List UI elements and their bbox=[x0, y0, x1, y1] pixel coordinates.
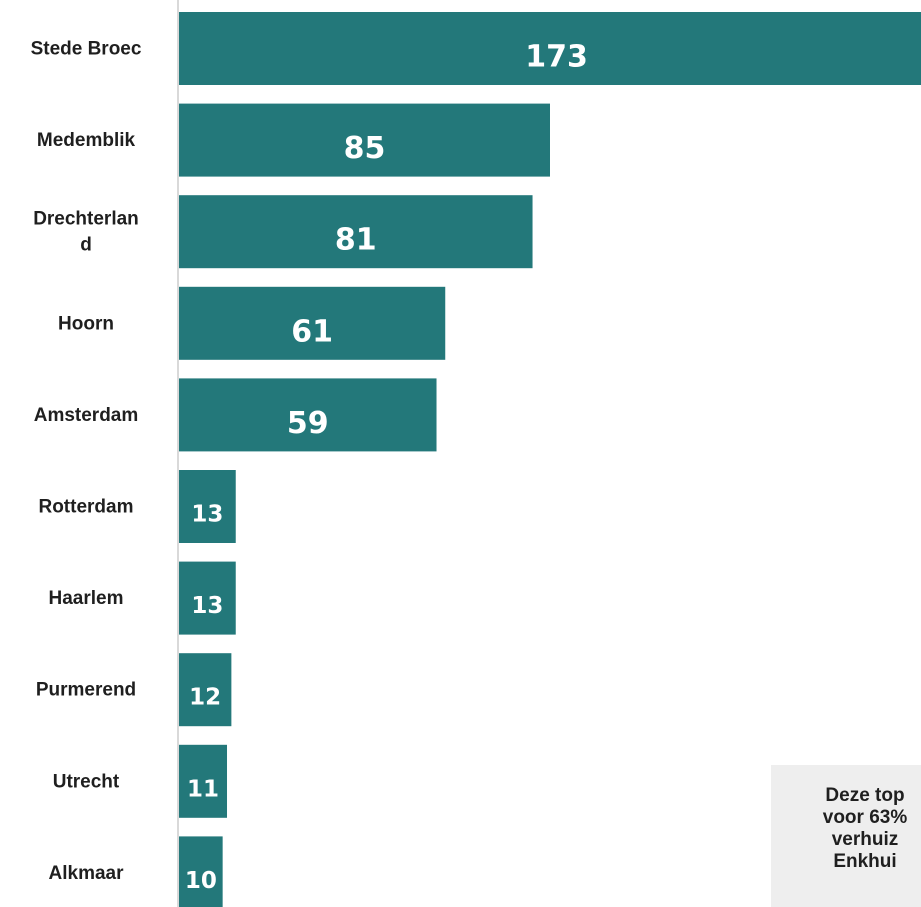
category-label: Drechterlan d bbox=[33, 209, 139, 256]
category-labels: Stede Broec Medemblik Drechterlan d Hoorn Ams… bbox=[31, 39, 142, 884]
value-label: 13 bbox=[191, 502, 223, 528]
value-label: 173 bbox=[525, 40, 588, 75]
value-label: 13 bbox=[191, 593, 223, 619]
value-label: 85 bbox=[344, 131, 386, 166]
category-label: Stede Broec bbox=[31, 39, 142, 60]
category-label: Purmerend bbox=[36, 680, 136, 701]
bars-layer bbox=[179, 12, 921, 907]
value-label: 10 bbox=[185, 868, 217, 894]
category-label: Hoorn bbox=[58, 313, 114, 334]
category-label: Amsterdam bbox=[34, 405, 139, 426]
value-label: 81 bbox=[335, 223, 377, 258]
category-label: Medemblik bbox=[37, 130, 136, 151]
bar bbox=[179, 378, 437, 452]
value-label: 12 bbox=[189, 685, 221, 711]
category-label: Haarlem bbox=[49, 588, 124, 609]
bar bbox=[179, 103, 550, 177]
bar bbox=[179, 195, 533, 269]
value-label: 59 bbox=[287, 406, 329, 441]
category-label: Alkmaar bbox=[49, 863, 125, 884]
value-label: 11 bbox=[187, 776, 219, 802]
value-labels: 173 85 81 61 59 13 13 12 11 10 bbox=[185, 40, 588, 894]
category-label: Utrecht bbox=[53, 771, 120, 792]
annotation-note: Deze top voor 63% verhuiz Enkhui bbox=[771, 765, 921, 907]
bar bbox=[179, 12, 921, 85]
category-label: Rotterdam bbox=[38, 497, 133, 518]
bar bbox=[179, 470, 236, 543]
value-label: 61 bbox=[291, 314, 333, 349]
bar bbox=[179, 286, 446, 360]
bar bbox=[179, 561, 236, 635]
bar bbox=[179, 744, 228, 818]
bar bbox=[179, 836, 223, 907]
bar bbox=[179, 653, 232, 727]
